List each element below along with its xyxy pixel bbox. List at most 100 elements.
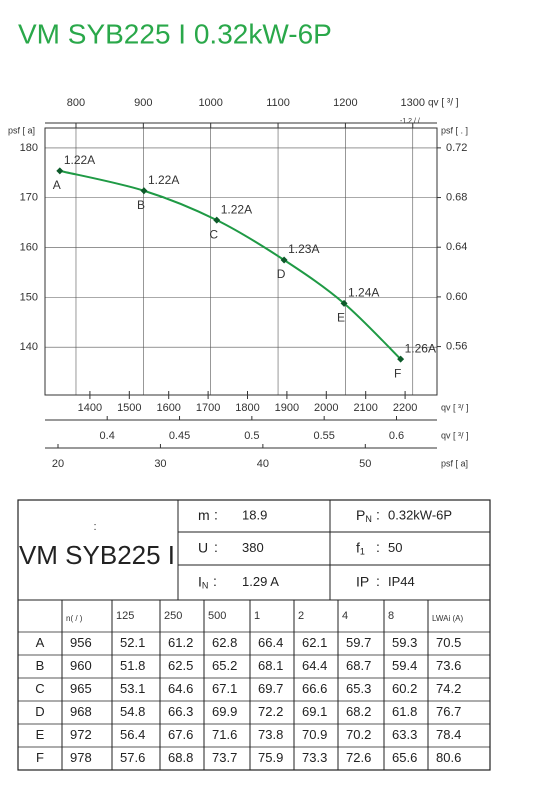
y2-tick-label: 0.64 — [446, 241, 467, 253]
table-cell: 61.8 — [392, 704, 417, 719]
x-tick-label: 30 — [154, 458, 166, 470]
chart-title: VM SYB225 I 0.32kW-6P — [18, 18, 332, 49]
y-tick-label: 140 — [20, 341, 38, 353]
table-cell: 59.3 — [392, 635, 417, 650]
table-header: 250 — [164, 610, 182, 622]
table-cell: 70.9 — [302, 727, 327, 742]
spec-value: 380 — [242, 540, 264, 555]
spec-symbol: U — [198, 539, 208, 555]
current-label: 1.23A — [288, 242, 319, 256]
table-cell: 71.6 — [212, 727, 237, 742]
point-label: E — [337, 311, 345, 325]
table-cell: 62.5 — [168, 658, 193, 673]
table-cell: 70.5 — [436, 635, 461, 650]
x-tick-label: 1000 — [198, 97, 222, 109]
table-cell: 68.2 — [346, 704, 371, 719]
y-tick-label: 150 — [20, 291, 38, 303]
table-cell: 75.9 — [258, 750, 283, 765]
x-axis-label: qv [ ³/ ] — [441, 430, 469, 440]
point-marker — [340, 299, 348, 307]
table-cell: 52.1 — [120, 635, 145, 650]
spec-symbol: m — [198, 507, 210, 523]
y2-tick-label: 0.60 — [446, 291, 467, 303]
table-cell: 59.7 — [346, 635, 371, 650]
spec-value: 1.29 A — [242, 574, 279, 589]
y2-tick-label: 0.72 — [446, 142, 467, 154]
x-tick-label: 800 — [67, 97, 85, 109]
x-tick-label: 1500 — [117, 402, 141, 414]
table-cell: 65.3 — [346, 681, 371, 696]
x-tick-label: 2200 — [393, 402, 417, 414]
x-axis-note: -1.2 / / — [400, 118, 420, 125]
current-label: 1.26A — [405, 341, 436, 355]
table-cell: D — [35, 704, 44, 719]
y-tick-label: 180 — [20, 142, 38, 154]
x-axis-label: qv [ ³/ ] — [428, 98, 459, 109]
point-label: C — [209, 227, 218, 241]
spec-colon: : — [376, 539, 380, 555]
point-marker — [140, 187, 148, 195]
table-cell: 72.2 — [258, 704, 283, 719]
x-tick-label: 1200 — [333, 97, 357, 109]
spec-symbol: P — [356, 507, 365, 523]
spec-value: 0.32kW-6P — [388, 507, 452, 522]
table-cell: 57.6 — [120, 750, 145, 765]
table-cell: 64.6 — [168, 681, 193, 696]
point-marker — [397, 355, 405, 363]
x-tick-label: 1300 — [401, 97, 425, 109]
spec-subscript: N — [365, 514, 372, 524]
table-cell: 69.1 — [302, 704, 327, 719]
table-cell: 73.8 — [258, 727, 283, 742]
table-cell: 978 — [70, 750, 92, 765]
x-tick-label: 1400 — [78, 402, 102, 414]
spec-colon: : — [213, 573, 217, 589]
table-cell: 65.2 — [212, 658, 237, 673]
table-cell: 56.4 — [120, 727, 145, 742]
x-tick-label: 20 — [52, 458, 64, 470]
table-frame — [17, 499, 491, 771]
spec-colon: : — [376, 573, 380, 589]
x-tick-label: 1700 — [196, 402, 220, 414]
table-cell: 60.2 — [392, 681, 417, 696]
table-cell: 67.6 — [168, 727, 193, 742]
point-label: D — [277, 267, 286, 281]
current-label: 1.24A — [348, 286, 379, 300]
table-cell: 65.6 — [392, 750, 417, 765]
spec-value: 18.9 — [242, 507, 267, 522]
y-axis-label: psf [ a] — [8, 125, 35, 135]
y2-tick-label: 0.56 — [446, 340, 467, 352]
spec-symbol: IP — [356, 573, 369, 589]
table-cell: 972 — [70, 727, 92, 742]
spec-subscript: 1 — [360, 547, 365, 557]
table-cell: 66.3 — [168, 704, 193, 719]
point-marker — [56, 167, 64, 175]
table-header: 1 — [254, 610, 260, 622]
x-tick-label: 50 — [359, 458, 371, 470]
table-cell: 68.1 — [258, 658, 283, 673]
plot-frame — [44, 127, 438, 396]
x-tick-label: 0.55 — [313, 430, 334, 442]
spec-label: f1 — [356, 539, 365, 557]
table-cell: 956 — [70, 635, 92, 650]
table-cell: 72.6 — [346, 750, 371, 765]
table-cell: 66.4 — [258, 635, 283, 650]
table-cell: 63.3 — [392, 727, 417, 742]
x-tick-label: 900 — [134, 97, 152, 109]
table-cell: 54.8 — [120, 704, 145, 719]
table-cell: 68.8 — [168, 750, 193, 765]
table-cell: E — [36, 727, 45, 742]
table-cell: 69.9 — [212, 704, 237, 719]
table-cell: 62.1 — [302, 635, 327, 650]
table-cell: C — [35, 681, 44, 696]
spec-symbol: I — [198, 573, 202, 589]
y2-axis-label: psf [ . ] — [441, 125, 468, 135]
table-cell: 53.1 — [120, 681, 145, 696]
spec-label: PN — [356, 507, 372, 525]
x-tick-label: 2000 — [314, 402, 338, 414]
table-header: 125 — [116, 610, 134, 622]
x-tick-label: 1900 — [275, 402, 299, 414]
table-cell: 66.6 — [302, 681, 327, 696]
table-cell: 61.2 — [168, 635, 193, 650]
table-cell: 64.4 — [302, 658, 327, 673]
